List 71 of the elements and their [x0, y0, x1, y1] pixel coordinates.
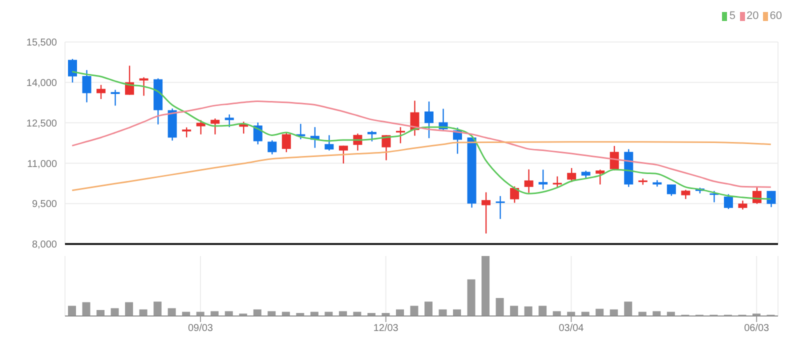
candlestick: [567, 167, 576, 183]
bar: [610, 309, 618, 316]
bar: [338, 311, 347, 316]
bar: [538, 306, 547, 316]
line-series: [71, 141, 772, 192]
bar: [467, 279, 476, 316]
candlestick: [125, 65, 134, 96]
candlestick: [538, 169, 548, 190]
bar: [168, 308, 176, 316]
bar: [125, 302, 134, 316]
candlestick: [396, 126, 405, 144]
candlestick: [282, 132, 291, 153]
bar: [139, 309, 148, 316]
y-tick-label: 15,500: [26, 38, 58, 49]
bar: [396, 309, 404, 316]
candlestick: [766, 190, 776, 208]
candlestick: [139, 76, 148, 96]
candlestick: [68, 58, 77, 84]
y-tick-label: 11,000: [27, 158, 58, 170]
bar: [410, 306, 418, 316]
candlestick: [424, 100, 434, 139]
y-tick-label: 14,000: [26, 78, 58, 89]
y-tick-label: 8,000: [32, 240, 58, 251]
bar: [510, 306, 518, 316]
candlestick: [724, 194, 733, 210]
bar: [110, 308, 119, 316]
candlestick: [338, 145, 348, 164]
bar: [438, 309, 447, 316]
bar: [524, 306, 532, 316]
x-tick-label: 09/03: [188, 323, 214, 334]
bar: [496, 298, 504, 316]
candlestick: [524, 168, 534, 194]
x-tick-label: 06/03: [744, 323, 770, 334]
candlestick: [681, 189, 690, 200]
bar: [68, 306, 76, 316]
candlestick: [482, 192, 491, 234]
candlestick: [268, 140, 277, 155]
candlestick: [196, 120, 206, 135]
x-tick-label: 12/03: [373, 323, 399, 334]
legend-label: 20: [746, 10, 759, 22]
candlestick: [510, 186, 520, 204]
candlestick: [596, 169, 605, 186]
bar: [96, 310, 105, 316]
bar: [154, 302, 162, 316]
bar: [596, 308, 604, 316]
candlestick: [224, 114, 234, 128]
legend-label: 5: [728, 10, 736, 22]
x-tick-label: 03/04: [558, 323, 584, 334]
y-tick-label: 12,500: [26, 118, 58, 130]
candlestick: [382, 134, 391, 161]
line-series: [71, 100, 772, 188]
bar: [624, 302, 632, 316]
y-tick-label: 9,500: [32, 199, 58, 210]
candlestick: [496, 195, 505, 220]
candlestick: [110, 89, 120, 106]
bar: [224, 311, 233, 316]
bar: [482, 256, 490, 316]
bar: [253, 309, 262, 316]
candlestick: [182, 126, 192, 138]
bar: [552, 311, 561, 316]
bar: [82, 302, 90, 316]
candlestick: [324, 134, 334, 152]
candlestick: [96, 84, 106, 100]
candlestick: [552, 176, 562, 188]
bar: [424, 302, 432, 316]
bar: [453, 309, 462, 316]
bar: [652, 311, 661, 316]
candlestick: [82, 69, 92, 103]
legend-label: 60: [768, 10, 782, 22]
bar: [268, 311, 276, 316]
bar: [210, 311, 219, 316]
